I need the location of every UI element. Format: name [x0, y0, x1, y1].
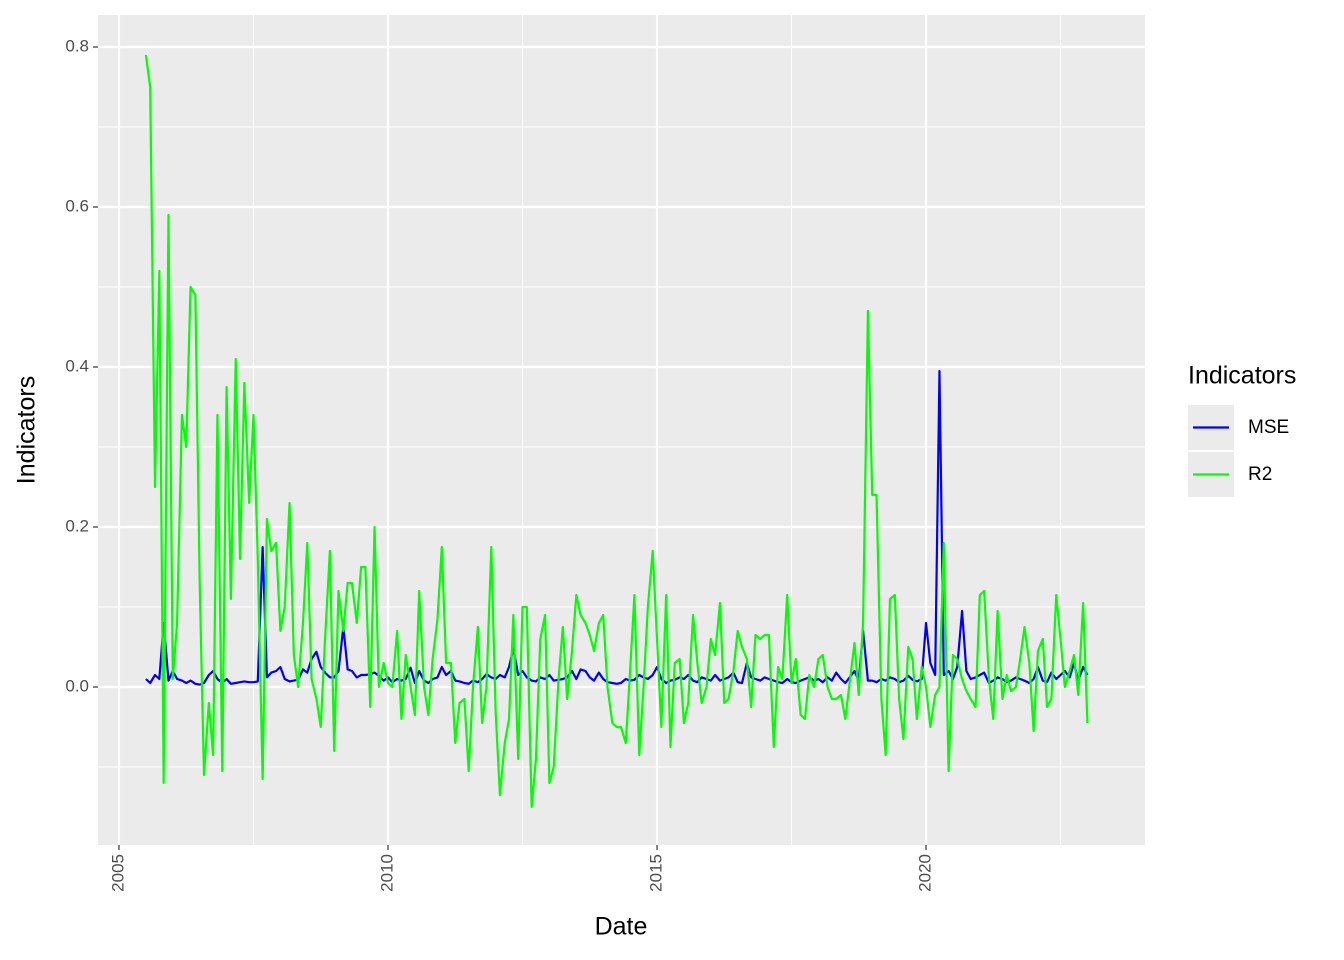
series-line	[144, 54, 1089, 809]
x-tick-label: 2010	[377, 854, 396, 892]
plot-panel	[98, 15, 1145, 845]
x-tick-label: 2005	[108, 854, 127, 892]
x-tick-label: 2015	[646, 854, 665, 892]
legend-label: MSE	[1248, 417, 1289, 438]
series-line	[145, 369, 1089, 686]
legend-title: Indicators	[1188, 362, 1296, 390]
y-tick-label: 0.4	[65, 356, 89, 375]
y-tick-label: 0.6	[65, 196, 89, 215]
axes: 0.0 0.2 0.4 0.6 0.8 2005 2010 2015 2020	[65, 36, 934, 891]
grid	[98, 15, 1145, 845]
y-axis-title: Indicators	[13, 376, 41, 484]
legend: Indicators MSE R2	[1188, 362, 1296, 497]
y-tick-label: 0.2	[65, 516, 89, 535]
y-tick-label: 0.8	[65, 36, 89, 55]
x-axis-title: Date	[595, 913, 648, 941]
lines	[144, 54, 1089, 809]
legend-label: R2	[1248, 464, 1272, 485]
y-tick-label: 0.0	[65, 676, 89, 695]
x-tick-label: 2020	[916, 854, 935, 892]
